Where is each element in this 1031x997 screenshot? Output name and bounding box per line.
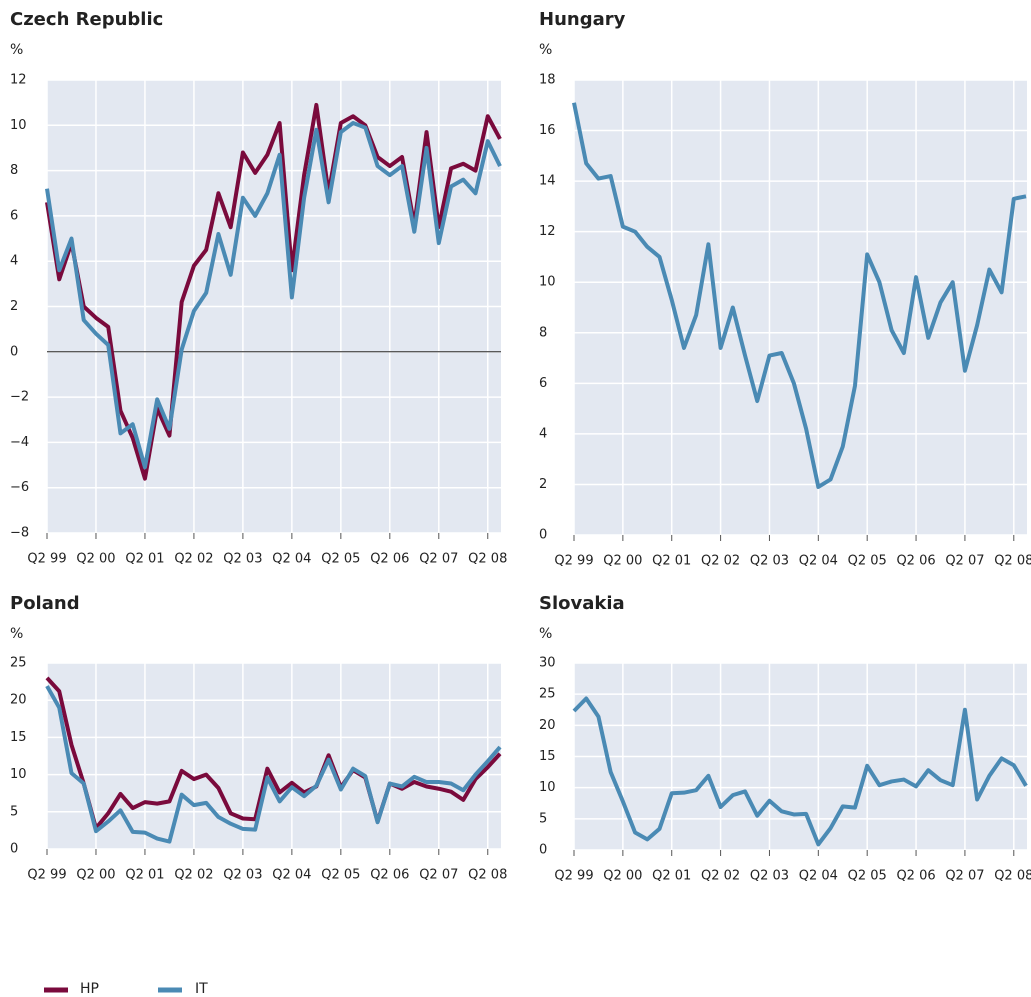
x-tick-label: Q2 04 bbox=[799, 554, 838, 569]
y-tick-label: 6 bbox=[10, 208, 18, 223]
x-tick-label: Q2 06 bbox=[370, 868, 409, 883]
y-tick-label: −2 bbox=[10, 390, 29, 405]
panel: Slovakia% 0 5 10 15 20 25 30 Q2 99 Q2 00 Q2 01 Q2 0… bbox=[539, 593, 1031, 884]
y-tick-label: 15 bbox=[539, 749, 556, 764]
series-line bbox=[45, 685, 502, 844]
x-tick-label: Q2 06 bbox=[896, 869, 935, 884]
panel: Poland% 0 5 10 15 20 25 Q2 99 Q2 00 Q2 01 Q2 02 Q2 … bbox=[10, 593, 507, 883]
y-tick-label: 0 bbox=[10, 842, 18, 857]
y-tick-label: 2 bbox=[539, 477, 547, 492]
x-tick-label: Q2 01 bbox=[652, 554, 691, 569]
x-tick-label: Q2 05 bbox=[848, 869, 887, 884]
x-tick-label: Q2 99 bbox=[27, 868, 66, 883]
y-axis-label: % bbox=[539, 626, 552, 642]
y-tick-label: 4 bbox=[539, 426, 547, 441]
legend-label: IT bbox=[195, 981, 208, 997]
x-tick-label: Q2 00 bbox=[603, 554, 642, 569]
x-tick-label: Q2 07 bbox=[419, 552, 458, 567]
y-tick-label: 20 bbox=[539, 718, 556, 733]
x-tick-label: Q2 02 bbox=[701, 869, 740, 884]
series-line bbox=[45, 121, 502, 470]
panel: Hungary% 0 2 4 6 8 10 12 14 16 18 Q2 99 Q2 00 Q2 01 Q2… bbox=[539, 9, 1031, 569]
x-tick-label: Q2 07 bbox=[419, 868, 458, 883]
x-tick-label: Q2 99 bbox=[27, 552, 66, 567]
y-axis-label: % bbox=[539, 42, 552, 58]
panel-title: Hungary bbox=[539, 9, 626, 30]
x-tick-label: Q2 08 bbox=[468, 868, 507, 883]
panel-title: Poland bbox=[10, 593, 80, 614]
x-tick-label: Q2 05 bbox=[848, 554, 887, 569]
x-tick-label: Q2 05 bbox=[321, 552, 360, 567]
y-tick-label: 15 bbox=[10, 730, 27, 745]
y-tick-label: 8 bbox=[539, 325, 547, 340]
y-tick-label: 4 bbox=[10, 254, 18, 269]
x-tick-label: Q2 01 bbox=[125, 552, 164, 567]
y-tick-label: 10 bbox=[10, 767, 27, 782]
y-tick-label: 16 bbox=[539, 123, 556, 138]
legend: HP IT bbox=[44, 981, 208, 997]
x-tick-label: Q2 99 bbox=[554, 554, 593, 569]
y-tick-label: 5 bbox=[10, 804, 18, 819]
x-tick-label: Q2 00 bbox=[76, 868, 115, 883]
x-tick-label: Q2 03 bbox=[750, 869, 789, 884]
y-tick-label: 10 bbox=[539, 275, 556, 290]
x-tick-label: Q2 08 bbox=[994, 869, 1031, 884]
panel-title: Czech Republic bbox=[10, 9, 163, 30]
x-tick-label: Q2 08 bbox=[468, 552, 507, 567]
y-tick-label: 5 bbox=[539, 811, 547, 826]
y-tick-label: 25 bbox=[10, 656, 27, 671]
x-tick-label: Q2 04 bbox=[272, 552, 311, 567]
y-tick-label: 6 bbox=[539, 376, 547, 391]
y-tick-label: 2 bbox=[10, 299, 18, 314]
x-tick-label: Q2 02 bbox=[174, 868, 213, 883]
y-tick-label: 12 bbox=[539, 224, 556, 239]
series-line bbox=[572, 696, 1028, 847]
y-tick-label: 0 bbox=[539, 843, 547, 858]
x-tick-label: Q2 03 bbox=[223, 552, 262, 567]
x-tick-label: Q2 02 bbox=[701, 554, 740, 569]
x-tick-label: Q2 07 bbox=[945, 869, 984, 884]
y-axis-label: % bbox=[10, 42, 23, 58]
y-tick-label: 10 bbox=[10, 118, 27, 133]
x-tick-label: Q2 08 bbox=[994, 554, 1031, 569]
x-tick-label: Q2 04 bbox=[799, 869, 838, 884]
x-tick-label: Q2 03 bbox=[223, 868, 262, 883]
x-tick-label: Q2 07 bbox=[945, 554, 984, 569]
y-tick-label: 14 bbox=[539, 174, 556, 189]
y-tick-label: 30 bbox=[539, 656, 556, 671]
plot-area bbox=[574, 80, 1027, 535]
x-tick-label: Q2 00 bbox=[76, 552, 115, 567]
panel: Czech Republic% −8 −6 −4 −2 0 2 4 6 8 10 12 Q2 99 Q2 … bbox=[10, 9, 507, 567]
panel-title: Slovakia bbox=[539, 593, 625, 614]
y-tick-label: 12 bbox=[10, 73, 27, 88]
series-line bbox=[45, 102, 502, 481]
x-tick-label: Q2 06 bbox=[896, 554, 935, 569]
x-tick-label: Q2 01 bbox=[652, 869, 691, 884]
plot-area bbox=[47, 663, 501, 849]
x-tick-label: Q2 03 bbox=[750, 554, 789, 569]
y-tick-label: 10 bbox=[539, 780, 556, 795]
y-tick-label: −6 bbox=[10, 480, 29, 495]
y-axis-label: % bbox=[10, 626, 23, 642]
series-line bbox=[45, 676, 502, 831]
series-line bbox=[572, 102, 1027, 489]
x-tick-label: Q2 06 bbox=[370, 552, 409, 567]
legend-label: HP bbox=[80, 981, 99, 997]
y-tick-label: −4 bbox=[10, 435, 29, 450]
x-tick-label: Q2 05 bbox=[321, 868, 360, 883]
y-tick-label: −8 bbox=[10, 526, 29, 541]
y-tick-label: 0 bbox=[539, 528, 547, 543]
y-tick-label: 0 bbox=[10, 344, 18, 359]
y-tick-label: 8 bbox=[10, 163, 18, 178]
x-tick-label: Q2 00 bbox=[603, 869, 642, 884]
x-tick-label: Q2 99 bbox=[554, 869, 593, 884]
x-tick-label: Q2 01 bbox=[125, 868, 164, 883]
x-tick-label: Q2 04 bbox=[272, 868, 311, 883]
y-tick-label: 25 bbox=[539, 687, 556, 702]
y-tick-label: 20 bbox=[10, 693, 27, 708]
y-tick-label: 18 bbox=[539, 73, 556, 88]
x-tick-label: Q2 02 bbox=[174, 552, 213, 567]
